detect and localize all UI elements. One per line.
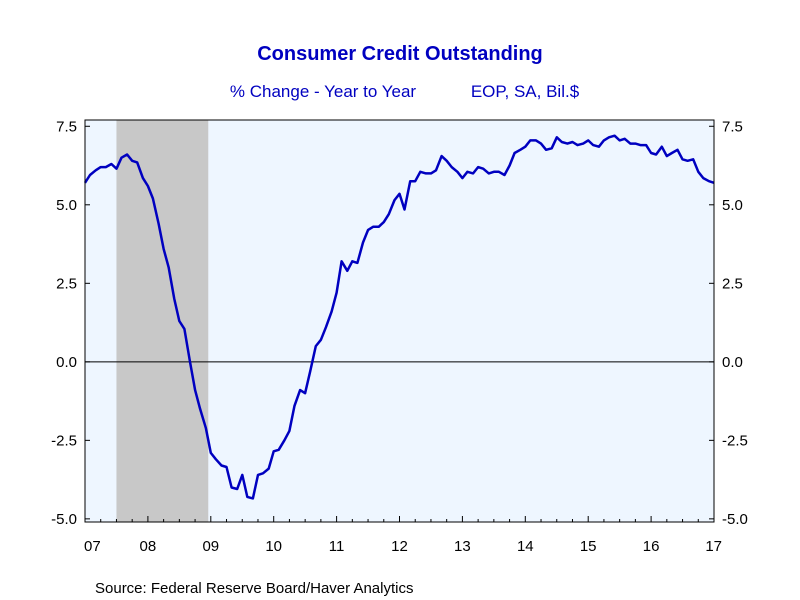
- x-tick-label: 09: [202, 538, 219, 555]
- source-note: Source: Federal Reserve Board/Haver Anal…: [95, 580, 413, 597]
- chart-subtitle-right: EOP, SA, Bil.$: [471, 82, 580, 101]
- x-tick-label: 10: [265, 538, 282, 555]
- y-tick-label-left: 5.0: [56, 197, 77, 214]
- recession-band: [116, 120, 209, 522]
- series-line: [83, 134, 715, 500]
- x-tick-label: 07: [84, 538, 101, 555]
- y-tick-label-left: 2.5: [56, 275, 77, 292]
- y-tick-label-left: 7.5: [56, 118, 77, 135]
- x-tick-label: 13: [454, 538, 471, 555]
- x-tick-label: 11: [329, 538, 345, 555]
- x-tick-label: 12: [391, 538, 408, 555]
- y-tick-label-left: 0.0: [56, 354, 77, 371]
- y-axis-right: 7.5 5.0 2.5 0.0 -2.5 -5.0: [722, 118, 748, 528]
- plot-frame: [84, 119, 715, 523]
- x-tick-label: 14: [517, 538, 534, 555]
- x-axis: 07 08 09 10 11 12 13 14 15 16 17: [84, 538, 722, 555]
- y-axis-left: 7.5 5.0 2.5 0.0 -2.5 -5.0: [51, 118, 77, 528]
- y-tick-label-left: -5.0: [51, 511, 77, 528]
- y-tick-label-left: -2.5: [51, 432, 77, 449]
- chart-subtitle-left: % Change - Year to Year: [230, 82, 417, 101]
- x-tick-label: 15: [580, 538, 597, 555]
- x-tick-label: 17: [705, 538, 722, 555]
- y-tick-label-right: 7.5: [722, 118, 743, 135]
- y-tick-label-right: 5.0: [722, 197, 743, 214]
- y-tick-label-right: 0.0: [722, 354, 743, 371]
- x-tick-label: 08: [140, 538, 157, 555]
- y-tick-label-right: 2.5: [722, 275, 743, 292]
- x-tick-label: 16: [643, 538, 660, 555]
- y-tick-label-right: -2.5: [722, 432, 748, 449]
- chart-title: Consumer Credit Outstanding: [257, 43, 543, 65]
- y-tick-label-right: -5.0: [722, 511, 748, 528]
